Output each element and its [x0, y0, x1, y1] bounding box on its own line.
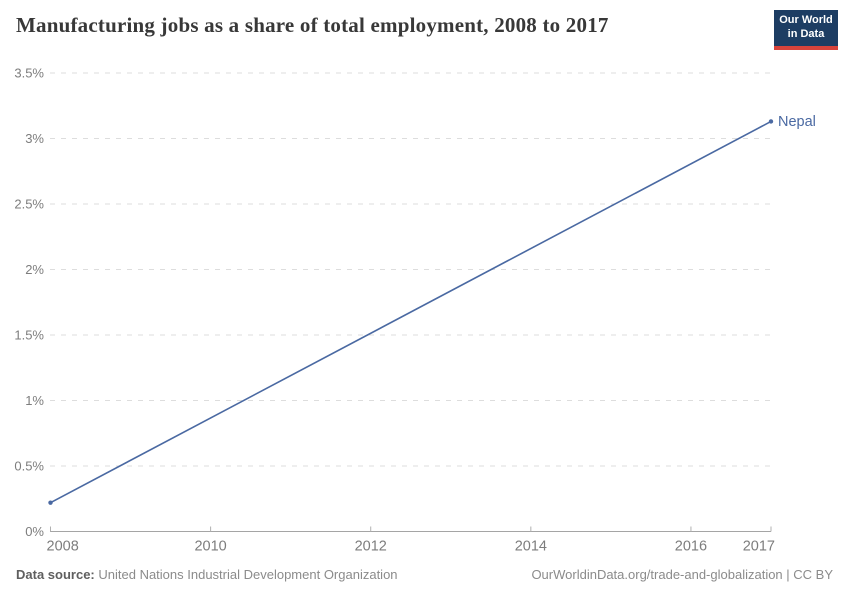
- y-axis-tick-label: 0%: [25, 524, 44, 539]
- x-axis-tick-label: 2014: [515, 539, 547, 555]
- y-axis-tick-label: 3%: [25, 131, 44, 146]
- y-axis-tick-label: 0.5%: [14, 459, 44, 474]
- owid-logo-line1: Our World: [779, 14, 833, 27]
- x-axis-tick-label: 2010: [194, 539, 226, 555]
- owid-logo[interactable]: Our World in Data: [774, 10, 838, 50]
- series-line-nepal[interactable]: [50, 120, 772, 504]
- page-title: Manufacturing jobs as a share of total e…: [16, 13, 609, 37]
- chart-footer: Data source: United Nations Industrial D…: [16, 567, 833, 582]
- x-axis-tick-label: 2008: [47, 539, 79, 555]
- x-axis-tick-label: 2016: [675, 539, 707, 555]
- x-axis-tick-label: 2017: [743, 539, 775, 555]
- series-end-label[interactable]: Nepal: [778, 114, 816, 130]
- y-axis-tick-label: 3.5%: [14, 66, 44, 81]
- datasource-value: United Nations Industrial Development Or…: [98, 567, 398, 582]
- y-axis-tick-label: 1.5%: [14, 328, 44, 343]
- data-point[interactable]: [768, 119, 774, 124]
- x-axis-tick-label: 2012: [355, 539, 387, 555]
- y-axis-tick-label: 2%: [25, 262, 44, 277]
- owid-logo-line2: in Data: [787, 28, 825, 40]
- credit-link[interactable]: OurWorldinData.org/trade-and-globalizati…: [531, 567, 833, 582]
- y-axis-tick-label: 1%: [25, 393, 44, 408]
- datasource-note: Data source: United Nations Industrial D…: [16, 567, 398, 582]
- datasource-label: Data source:: [16, 567, 95, 582]
- y-axis-tick-label: 2.5%: [14, 197, 44, 212]
- data-point[interactable]: [48, 500, 53, 505]
